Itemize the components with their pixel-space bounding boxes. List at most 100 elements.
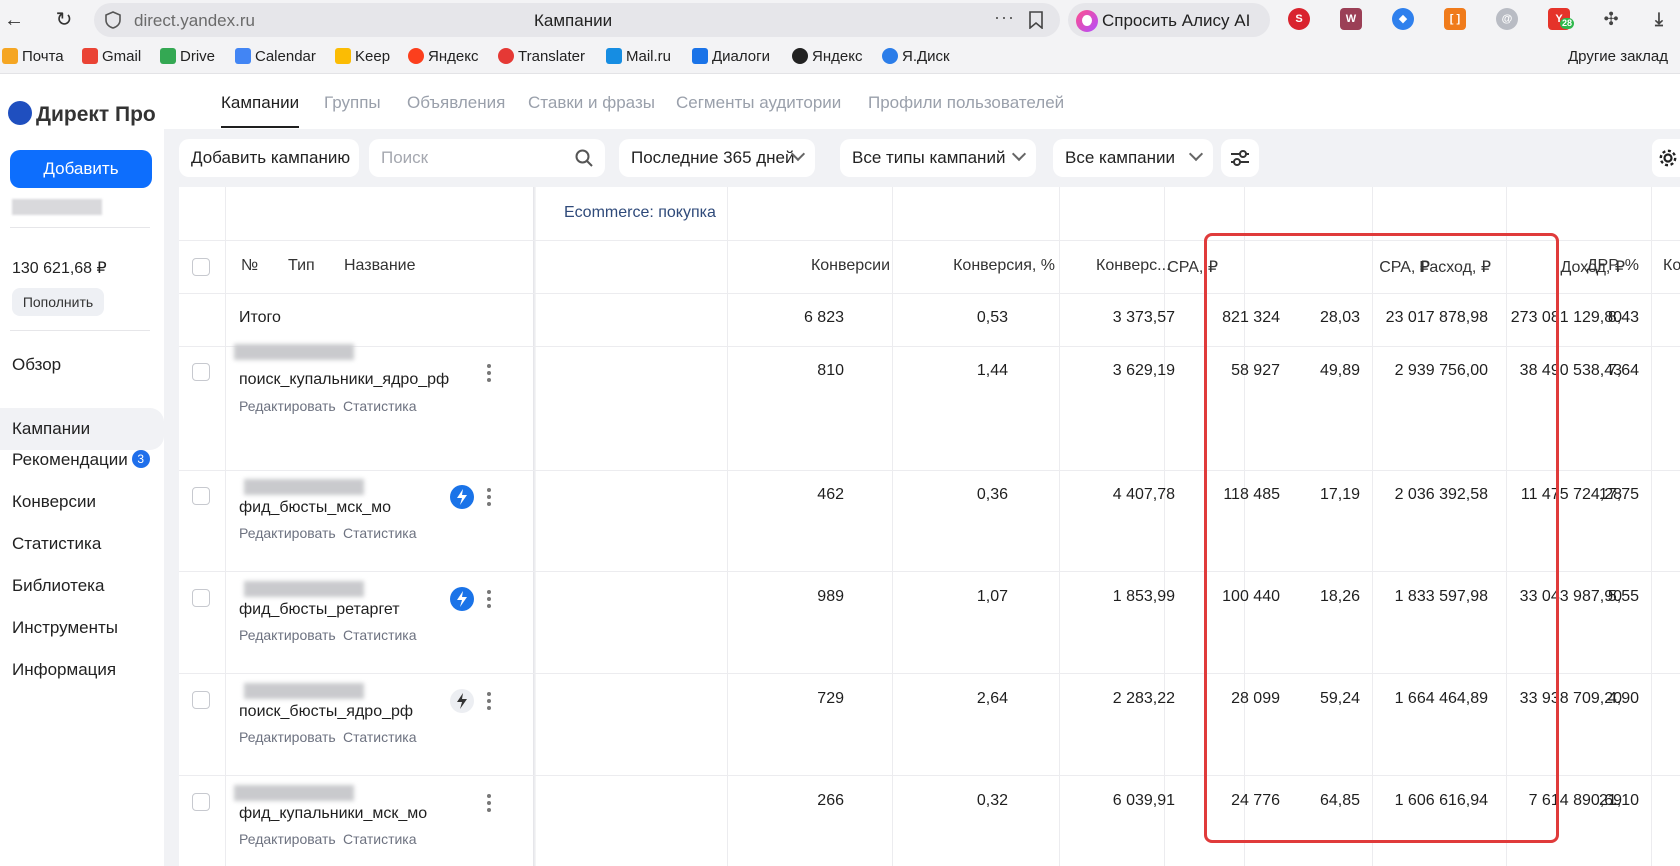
stats-link[interactable]: Статистика (343, 729, 417, 745)
row-menu-icon[interactable] (487, 364, 491, 382)
filter-settings-button[interactable] (1221, 139, 1259, 177)
types-select[interactable]: Все типы кампаний (840, 139, 1036, 177)
bookmark-translater[interactable]: Translater (498, 48, 585, 65)
column-header-number[interactable]: № (241, 257, 259, 274)
period-select[interactable]: Последние 365 дней (619, 139, 815, 177)
edit-link[interactable]: Редактировать (239, 398, 336, 414)
sidebar-item-statistics[interactable]: Статистика (12, 534, 102, 553)
logo[interactable]: Директ Про (8, 101, 156, 127)
row-checkbox[interactable] (192, 589, 210, 607)
column-header-name[interactable]: Название (344, 257, 416, 274)
at-extension-icon[interactable]: @ (1496, 8, 1518, 30)
sidebar-item-conversions[interactable]: Конверсии (12, 492, 96, 511)
download-icon[interactable]: ⤓ (1655, 9, 1663, 29)
bookmark-yandex[interactable]: Яндекс (408, 48, 478, 65)
edit-link[interactable]: Редактировать (239, 831, 336, 847)
bookmark-calendar[interactable]: Calendar (235, 48, 316, 65)
bookmark-yadisk[interactable]: Я.Диск (882, 48, 950, 65)
column-header-expense[interactable]: Расход, ₽ (1419, 259, 1491, 276)
topup-button[interactable]: Пополнить (12, 288, 104, 316)
bookmark-pochta[interactable]: Почта (2, 48, 64, 65)
campaign-name[interactable]: фид_бюсты_ретаргет (239, 601, 400, 618)
edit-link[interactable]: Редактировать (239, 627, 336, 643)
bookmark-gmail[interactable]: Gmail (82, 48, 141, 65)
sidebar-item-library[interactable]: Библиотека (12, 576, 105, 595)
column-header-conversion-rate[interactable]: Конверсия, % (953, 257, 1055, 274)
stats-link[interactable]: Статистика (343, 831, 417, 847)
yandex-extension-icon[interactable]: Y 28 (1548, 8, 1575, 30)
column-header-conversions[interactable]: Конверсии (810, 257, 890, 274)
bookmark-icon[interactable] (1028, 11, 1044, 29)
campaign-name[interactable]: поиск_бюсты_ядро_рф (239, 703, 414, 720)
row-expense: 1 833 597,98 (1394, 588, 1488, 605)
row-menu-icon[interactable] (487, 488, 491, 506)
column-header-cpa-2[interactable]: CPA, ₽ (1379, 259, 1430, 276)
row-conversions: 810 (817, 362, 844, 379)
puzzle-icon[interactable]: ✣ (1603, 9, 1619, 29)
add-campaign-button[interactable]: Добавить кампанию (179, 139, 359, 177)
bookmarks-bar: Почта Gmail Drive Calendar Keep Яндекс T… (0, 40, 1680, 74)
url-text: direct.yandex.ru (134, 11, 255, 30)
bookmark-drive[interactable]: Drive (160, 48, 215, 65)
tab-groups[interactable]: Группы (324, 93, 381, 112)
sidebar-item-tools[interactable]: Инструменты (12, 618, 119, 637)
row-conversions: 989 (817, 588, 844, 605)
reload-icon[interactable]: ↻ (55, 9, 73, 31)
bookmark-keep[interactable]: Keep (335, 48, 390, 65)
brackets-extension-icon[interactable]: [ ] (1444, 8, 1466, 30)
edit-link[interactable]: Редактировать (239, 525, 336, 541)
autostrategy-bolt-icon[interactable] (450, 689, 474, 713)
tab-bids[interactable]: Ставки и фразы (528, 93, 655, 112)
sidebar-item-recommendations[interactable]: Рекомендации 3 (0, 439, 164, 481)
column-header-conversions-2[interactable]: Конверс... (1096, 257, 1171, 274)
sidebar-item-campaigns[interactable]: Кампании (0, 408, 164, 450)
back-icon[interactable]: ← (4, 9, 24, 31)
tag-extension-icon[interactable]: ◆ (1392, 8, 1414, 30)
bookmark-mailru[interactable]: Mail.ru (606, 48, 671, 65)
seo-extension-icon[interactable]: S (1288, 8, 1310, 30)
row-checkbox[interactable] (192, 793, 210, 811)
autostrategy-bolt-icon[interactable] (450, 485, 474, 509)
stats-link[interactable]: Статистика (343, 525, 417, 541)
sidebar-item-overview[interactable]: Обзор (12, 355, 62, 374)
tabs: Кампании Группы Объявления Ставки и фраз… (164, 75, 1680, 129)
campaigns-select[interactable]: Все кампании (1053, 139, 1213, 177)
row-menu-icon[interactable] (487, 590, 491, 608)
row-checkbox[interactable] (192, 691, 210, 709)
w-extension-icon[interactable]: W (1340, 8, 1362, 30)
row-menu-icon[interactable] (487, 692, 491, 710)
campaign-name[interactable]: фид_бюсты_мск_мо (239, 499, 392, 516)
stats-link[interactable]: Статистика (343, 398, 417, 414)
tab-profiles[interactable]: Профили пользователей (868, 93, 1065, 112)
campaign-name[interactable]: фид_купальники_мск_мо (239, 805, 428, 822)
column-header-more[interactable]: Ко (1663, 257, 1680, 274)
row-checkbox[interactable] (192, 487, 210, 505)
tab-segments[interactable]: Сегменты аудитории (676, 93, 842, 112)
tab-ads[interactable]: Объявления (407, 93, 506, 112)
alice-button[interactable]: Спросить Алису AI (1068, 3, 1270, 37)
row-revenue: 7 614 890,69 (1528, 792, 1622, 809)
row-checkbox[interactable] (192, 363, 210, 381)
bookmark-other[interactable]: Другие заклад (1568, 48, 1668, 65)
search-input[interactable]: Поиск (369, 139, 605, 177)
total-cpa-2: 28,03 (1319, 309, 1360, 326)
table-settings-button[interactable] (1652, 139, 1680, 177)
row-menu-icon[interactable] (487, 794, 491, 812)
stats-link[interactable]: Статистика (343, 627, 417, 643)
address-bar[interactable]: direct.yandex.ru Кампании ··· (94, 3, 1060, 37)
column-header-revenue[interactable]: Доход, ₽ (1560, 259, 1625, 276)
more-icon[interactable]: ··· (994, 7, 1015, 27)
bookmark-dialogi[interactable]: Диалоги (692, 48, 770, 65)
tab-campaigns[interactable]: Кампании (221, 93, 300, 128)
column-header-type[interactable]: Тип (288, 257, 315, 274)
row-conversions: 266 (817, 792, 844, 809)
campaign-name[interactable]: поиск_купальники_ядро_рф (239, 371, 450, 388)
column-header-drr-label[interactable]: ДРР, % (1586, 257, 1639, 274)
bookmark-yandex-2[interactable]: Яндекс (792, 48, 862, 65)
autostrategy-bolt-icon[interactable] (450, 587, 474, 611)
edit-link[interactable]: Редактировать (239, 729, 336, 745)
sidebar-item-info[interactable]: Информация (12, 660, 117, 679)
select-all-checkbox[interactable] (192, 258, 210, 276)
add-button[interactable]: Добавить (10, 150, 152, 188)
row-cpa-2: 17,19 (1319, 486, 1360, 503)
